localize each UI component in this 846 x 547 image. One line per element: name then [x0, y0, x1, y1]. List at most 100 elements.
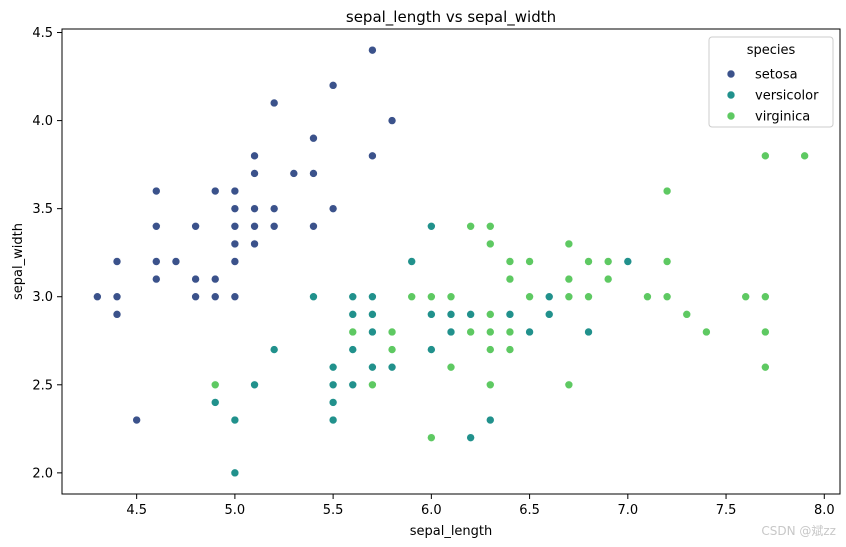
point-virginica [662, 186, 672, 196]
x-tick-label: 6.5 [519, 503, 540, 518]
point-setosa [230, 186, 240, 196]
point-versicolor [544, 292, 554, 302]
point-versicolor [368, 362, 377, 372]
point-setosa [250, 169, 259, 178]
point-virginica [485, 345, 495, 354]
point-setosa [152, 257, 161, 266]
point-virginica [466, 327, 475, 337]
x-tick-label: 4.5 [126, 503, 147, 518]
point-versicolor [250, 380, 259, 390]
point-setosa [210, 292, 220, 302]
x-tick-label: 7.0 [617, 503, 638, 518]
point-setosa [269, 221, 279, 231]
point-versicolor [505, 310, 515, 319]
legend-marker-versicolor [726, 90, 736, 100]
point-virginica [210, 380, 220, 390]
point-setosa [269, 98, 279, 108]
series-virginica [210, 151, 809, 442]
y-axis: 2.0 2.5 3.0 3.5 4.0 4.5 [32, 26, 62, 481]
point-versicolor [348, 310, 358, 319]
point-versicolor [348, 292, 358, 302]
point-versicolor [387, 362, 397, 372]
point-virginica [564, 292, 574, 302]
x-tick-label: 7.5 [716, 503, 737, 518]
point-versicolor [328, 362, 338, 372]
point-virginica [446, 292, 456, 302]
point-virginica [368, 380, 377, 390]
legend-title: species [747, 43, 796, 58]
watermark: CSDN @斌zz [761, 524, 836, 538]
y-axis-title: sepal_width [11, 223, 26, 300]
legend-label-setosa: setosa [755, 68, 798, 83]
point-setosa [250, 151, 259, 161]
point-versicolor [328, 398, 338, 407]
point-virginica [446, 362, 456, 372]
point-virginica [564, 274, 574, 284]
point-virginica [387, 345, 397, 354]
point-setosa [112, 257, 122, 266]
x-tick-label: 6.0 [421, 503, 442, 518]
legend-marker-setosa [726, 69, 736, 79]
point-virginica [643, 292, 652, 302]
point-setosa [132, 415, 141, 425]
point-setosa [328, 204, 338, 213]
point-virginica [485, 380, 495, 390]
point-versicolor [584, 327, 593, 337]
point-setosa [112, 310, 122, 319]
point-setosa [93, 292, 102, 302]
point-versicolor [427, 310, 436, 319]
x-axis-title: sepal_length [410, 524, 493, 539]
point-setosa [328, 81, 338, 90]
point-virginica [427, 433, 436, 442]
point-setosa [191, 292, 200, 302]
point-setosa [152, 186, 161, 196]
x-axis: 4.5 5.0 5.5 6.0 6.5 7.0 7.5 8.0 [126, 494, 835, 518]
point-setosa [210, 186, 220, 196]
point-versicolor [446, 310, 456, 319]
point-setosa [269, 204, 279, 213]
y-tick-label: 3.0 [32, 290, 53, 305]
point-setosa [191, 221, 200, 231]
point-virginica [741, 292, 751, 302]
y-tick-label: 3.5 [32, 202, 53, 217]
point-versicolor [230, 415, 240, 425]
point-virginica [485, 239, 495, 249]
point-virginica [525, 292, 534, 302]
point-virginica [505, 345, 515, 354]
series-versicolor [210, 221, 633, 478]
point-setosa [289, 169, 299, 178]
point-setosa [250, 204, 259, 213]
point-setosa [230, 221, 240, 231]
point-virginica [466, 221, 475, 231]
point-virginica [603, 274, 613, 284]
point-virginica [348, 327, 358, 337]
point-virginica [407, 292, 417, 302]
chart-title: sepal_length vs sepal_width [346, 8, 556, 27]
x-tick-label: 5.0 [225, 503, 246, 518]
point-virginica [505, 274, 515, 284]
point-setosa [387, 116, 397, 125]
point-versicolor [309, 292, 318, 302]
point-virginica [564, 239, 574, 249]
point-virginica [485, 221, 495, 231]
point-setosa [309, 133, 318, 143]
point-setosa [309, 221, 318, 231]
legend-label-versicolor: versicolor [755, 89, 819, 104]
point-setosa [230, 257, 240, 266]
y-tick-label: 2.0 [32, 466, 53, 481]
point-setosa [152, 274, 161, 284]
point-versicolor [525, 327, 534, 337]
point-virginica [761, 151, 770, 161]
point-virginica [603, 257, 613, 266]
point-setosa [309, 169, 318, 178]
point-setosa [152, 221, 161, 231]
point-setosa [230, 239, 240, 249]
point-virginica [485, 327, 495, 337]
legend-box [708, 36, 834, 128]
point-setosa [112, 292, 122, 302]
point-setosa [368, 151, 377, 161]
legend-label-virginica: virginica [755, 110, 810, 125]
point-versicolor [466, 433, 475, 442]
point-versicolor [623, 257, 633, 266]
